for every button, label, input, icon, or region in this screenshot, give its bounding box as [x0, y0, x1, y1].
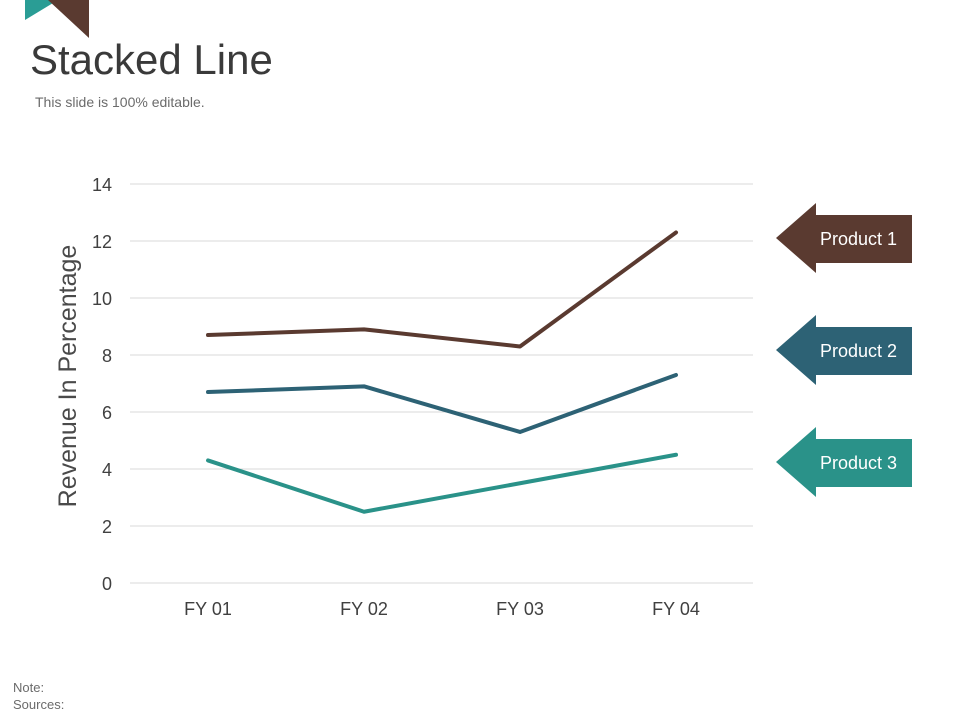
sources-label: Sources: — [13, 697, 65, 712]
legend-label: Product 3 — [819, 453, 898, 473]
note-label: Note: — [13, 680, 45, 695]
y-axis-label: Revenue In Percentage — [54, 245, 82, 508]
y-tick-label: 2 — [102, 517, 112, 537]
legend-arrow-shape — [776, 315, 912, 385]
y-tick-label: 12 — [92, 232, 112, 252]
legend-arrow-shape — [776, 427, 912, 497]
page-title: Stacked Line — [30, 36, 273, 83]
x-tick-label: FY 04 — [652, 599, 700, 619]
series-line-1 — [206, 230, 678, 349]
legend-arrow — [776, 203, 912, 273]
y-tick-label: 0 — [102, 574, 112, 594]
grid-lines — [130, 183, 753, 584]
legend-arrow-shape — [776, 203, 912, 273]
legend-arrow — [776, 315, 912, 385]
y-tick-labels: 0 2 4 6 8 10 12 14 — [92, 175, 112, 594]
y-tick-label: 6 — [102, 403, 112, 423]
slide-footer: Note: Sources: — [13, 679, 64, 713]
series-line-3 — [206, 452, 678, 514]
legend-label: Product 2 — [819, 341, 898, 361]
legend-arrow — [776, 427, 912, 497]
legend-label: Product 1 — [819, 229, 898, 249]
series-lines — [206, 230, 678, 514]
y-tick-label: 14 — [92, 175, 112, 195]
series-line-2 — [206, 372, 678, 434]
corner-brown-tab — [48, 0, 89, 38]
y-tick-label: 10 — [92, 289, 112, 309]
x-tick-label: FY 03 — [496, 599, 544, 619]
x-tick-label: FY 02 — [340, 599, 388, 619]
x-tick-labels: FY 01 FY 02 FY 03 FY 04 — [184, 599, 700, 619]
x-tick-label: FY 01 — [184, 599, 232, 619]
corner-teal-tab — [25, 0, 58, 20]
page-subtitle: This slide is 100% editable. — [35, 94, 205, 110]
y-tick-label: 8 — [102, 346, 112, 366]
y-tick-label: 4 — [102, 460, 112, 480]
corner-decoration — [25, 0, 89, 38]
